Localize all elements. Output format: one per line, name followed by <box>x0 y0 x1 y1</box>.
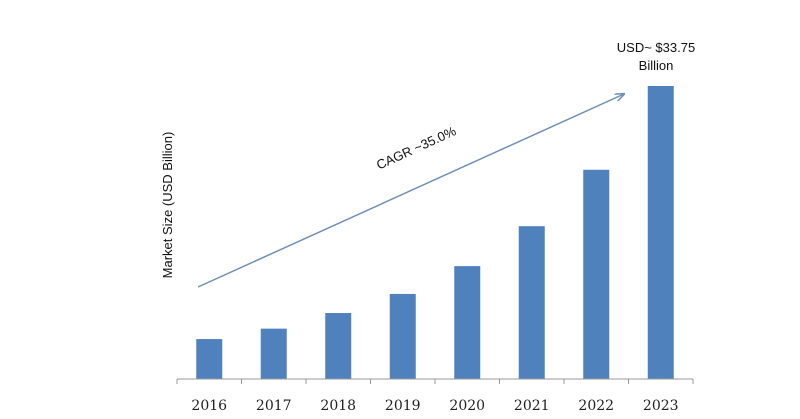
cagr-label: CAGR ~35.0% <box>374 123 459 172</box>
x-tick-label: 2022 <box>578 398 614 414</box>
bar-2018 <box>325 313 352 379</box>
x-tick-label: 2021 <box>514 398 550 414</box>
bar-2017 <box>260 328 287 379</box>
bar-2019 <box>389 293 416 379</box>
cagr-arrow <box>197 94 624 288</box>
x-tick-label: 2023 <box>643 398 679 414</box>
bar-2023 <box>647 86 674 379</box>
last-value-label-line2: Billion <box>639 58 674 73</box>
x-tick-label: 2018 <box>320 398 356 414</box>
x-tick-label: 2016 <box>191 398 227 414</box>
bar-2016 <box>196 339 223 379</box>
bar-2022 <box>583 169 610 379</box>
x-tick-label: 2017 <box>256 398 292 414</box>
x-tick-label: 2020 <box>449 398 485 414</box>
last-value-label-line1: USD~ $33.75 <box>617 40 695 55</box>
y-axis-label: Market Size (USD Billion) <box>160 132 175 279</box>
bar-2021 <box>518 226 545 379</box>
bar-2020 <box>454 266 481 379</box>
x-tick-label: 2019 <box>385 398 421 414</box>
